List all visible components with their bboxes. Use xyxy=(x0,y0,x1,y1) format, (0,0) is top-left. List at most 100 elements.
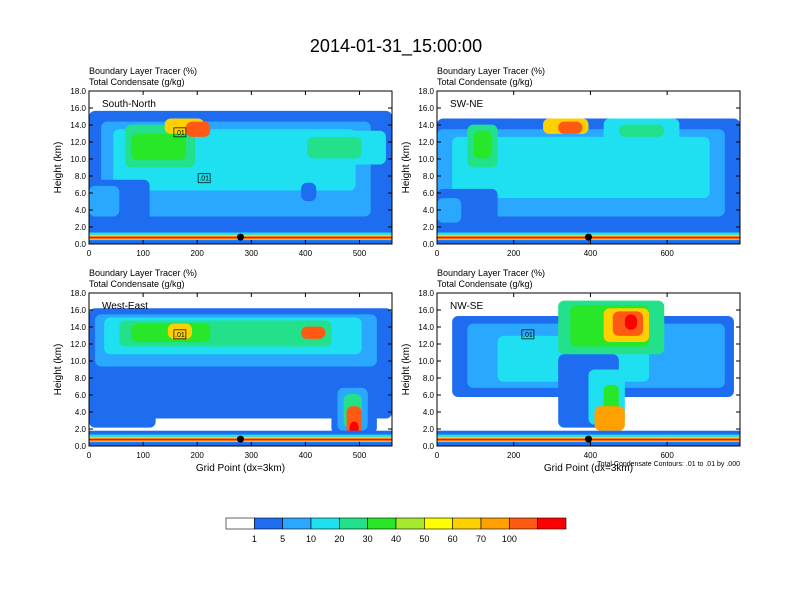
y-tick-label: 10.0 xyxy=(70,155,86,164)
tracer-region xyxy=(89,392,156,428)
x-tick-label: 200 xyxy=(191,249,205,258)
y-tick-label: 16.0 xyxy=(418,306,434,315)
tracer-region xyxy=(618,124,665,137)
y-tick-label: 18.0 xyxy=(418,87,434,96)
colorbar-label: 30 xyxy=(363,534,373,544)
y-tick-label: 0.0 xyxy=(423,240,435,249)
colorbar-label: 70 xyxy=(476,534,486,544)
svg-text:.01: .01 xyxy=(523,332,533,339)
y-tick-label: 6.0 xyxy=(75,391,87,400)
colorbar-label: 20 xyxy=(334,534,344,544)
y-tick-label: 14.0 xyxy=(418,323,434,332)
y-tick-label: 6.0 xyxy=(75,189,87,198)
panel-title-line: Boundary Layer Tracer (%) xyxy=(89,268,197,278)
y-tick-label: 14.0 xyxy=(70,323,86,332)
colorbar-swatch xyxy=(339,517,368,530)
y-tick-label: 8.0 xyxy=(75,172,87,181)
y-tick-label: 12.0 xyxy=(418,340,434,349)
contour-label: .01 xyxy=(521,329,535,340)
y-tick-label: 16.0 xyxy=(70,306,86,315)
x-tick-label: 600 xyxy=(660,249,674,258)
colorbar-swatch xyxy=(480,517,510,530)
y-axis-label: Height (km) xyxy=(53,142,64,194)
panel-title-line: Total Condensate (g/kg) xyxy=(437,77,533,87)
tracer-region xyxy=(594,406,625,431)
panel-4: Boundary Layer Tracer (%)Total Condensat… xyxy=(401,268,741,474)
plot-frame xyxy=(88,292,393,447)
panel-label: South-North xyxy=(102,99,156,110)
panel-label: West-East xyxy=(102,301,148,312)
panel-title-line: Total Condensate (g/kg) xyxy=(89,279,185,289)
y-tick-label: 8.0 xyxy=(423,374,435,383)
panel-title-line: Boundary Layer Tracer (%) xyxy=(89,66,197,76)
tracer-region xyxy=(452,136,710,199)
panel-title-line: Total Condensate (g/kg) xyxy=(89,77,185,87)
y-tick-label: 18.0 xyxy=(70,289,86,298)
y-tick-label: 12.0 xyxy=(70,138,86,147)
colorbar-label: 1 xyxy=(252,534,257,544)
main-title: 2014-01-31_15:00:00 xyxy=(310,36,482,57)
panel-title-line: Boundary Layer Tracer (%) xyxy=(437,268,545,278)
panel-3: Boundary Layer Tracer (%)Total Condensat… xyxy=(53,268,393,474)
colorbar-swatch xyxy=(367,517,397,530)
y-tick-label: 10.0 xyxy=(418,357,434,366)
x-tick-label: 100 xyxy=(136,451,150,460)
y-tick-label: 0.0 xyxy=(423,442,435,451)
site-marker xyxy=(237,233,244,241)
tracer-region xyxy=(89,185,120,217)
x-tick-label: 400 xyxy=(299,249,313,258)
tracer-field xyxy=(89,110,392,244)
panel-2: Boundary Layer Tracer (%)Total Condensat… xyxy=(401,66,741,258)
tracer-field xyxy=(437,118,740,244)
contour-label: .01 xyxy=(197,173,211,184)
x-tick-label: 0 xyxy=(435,451,440,460)
x-tick-label: 200 xyxy=(507,451,521,460)
colorbar: 1 5 10 20 30 40 50 60 70 100 xyxy=(225,517,567,544)
x-tick-label: 0 xyxy=(435,249,440,258)
panel-title-line: Total Condensate (g/kg) xyxy=(437,279,533,289)
y-axis-label: Height (km) xyxy=(401,344,412,396)
y-tick-label: 4.0 xyxy=(75,408,87,417)
colorbar-swatch xyxy=(537,517,567,530)
x-tick-label: 0 xyxy=(87,451,92,460)
colorbar-swatch xyxy=(254,517,283,530)
x-axis-label: Grid Point (dx=3km) xyxy=(544,463,633,474)
x-tick-label: 300 xyxy=(245,451,259,460)
y-tick-label: 8.0 xyxy=(75,374,87,383)
colorbar-swatch xyxy=(424,517,453,530)
y-tick-label: 12.0 xyxy=(418,138,434,147)
x-tick-label: 600 xyxy=(660,451,674,460)
y-tick-label: 4.0 xyxy=(75,206,87,215)
colorbar-swatch xyxy=(395,517,425,530)
colorbar-label: 50 xyxy=(419,534,429,544)
y-axis-label: Height (km) xyxy=(401,142,412,194)
y-tick-label: 2.0 xyxy=(423,223,435,232)
colorbar-swatch xyxy=(282,517,312,530)
colorbar-swatch xyxy=(509,517,538,530)
y-tick-label: 18.0 xyxy=(418,289,434,298)
x-tick-label: 400 xyxy=(299,451,313,460)
tracer-region xyxy=(582,155,601,177)
y-tick-label: 6.0 xyxy=(423,391,435,400)
colorbar-label: 60 xyxy=(448,534,458,544)
x-axis-label: Grid Point (dx=3km) xyxy=(196,463,285,474)
contour-label: .01 xyxy=(173,329,187,340)
colorbar-label: 10 xyxy=(306,534,316,544)
colorbar-swatch xyxy=(310,517,340,530)
panel-1: Boundary Layer Tracer (%)Total Condensat… xyxy=(53,66,393,258)
x-tick-label: 300 xyxy=(245,249,259,258)
x-tick-label: 200 xyxy=(507,249,521,258)
tracer-region xyxy=(437,198,462,223)
svg-text:.01: .01 xyxy=(175,130,185,137)
colorbar-label: 40 xyxy=(391,534,401,544)
svg-text:.01: .01 xyxy=(199,176,209,183)
plot-frame xyxy=(436,292,741,447)
x-tick-label: 200 xyxy=(191,451,205,460)
y-tick-label: 2.0 xyxy=(75,425,87,434)
y-tick-label: 0.0 xyxy=(75,442,87,451)
panel-label: SW-NE xyxy=(450,99,483,110)
y-tick-label: 16.0 xyxy=(70,104,86,113)
y-tick-label: 8.0 xyxy=(423,172,435,181)
y-tick-label: 4.0 xyxy=(423,206,435,215)
colorbar-label: 100 xyxy=(502,534,517,544)
